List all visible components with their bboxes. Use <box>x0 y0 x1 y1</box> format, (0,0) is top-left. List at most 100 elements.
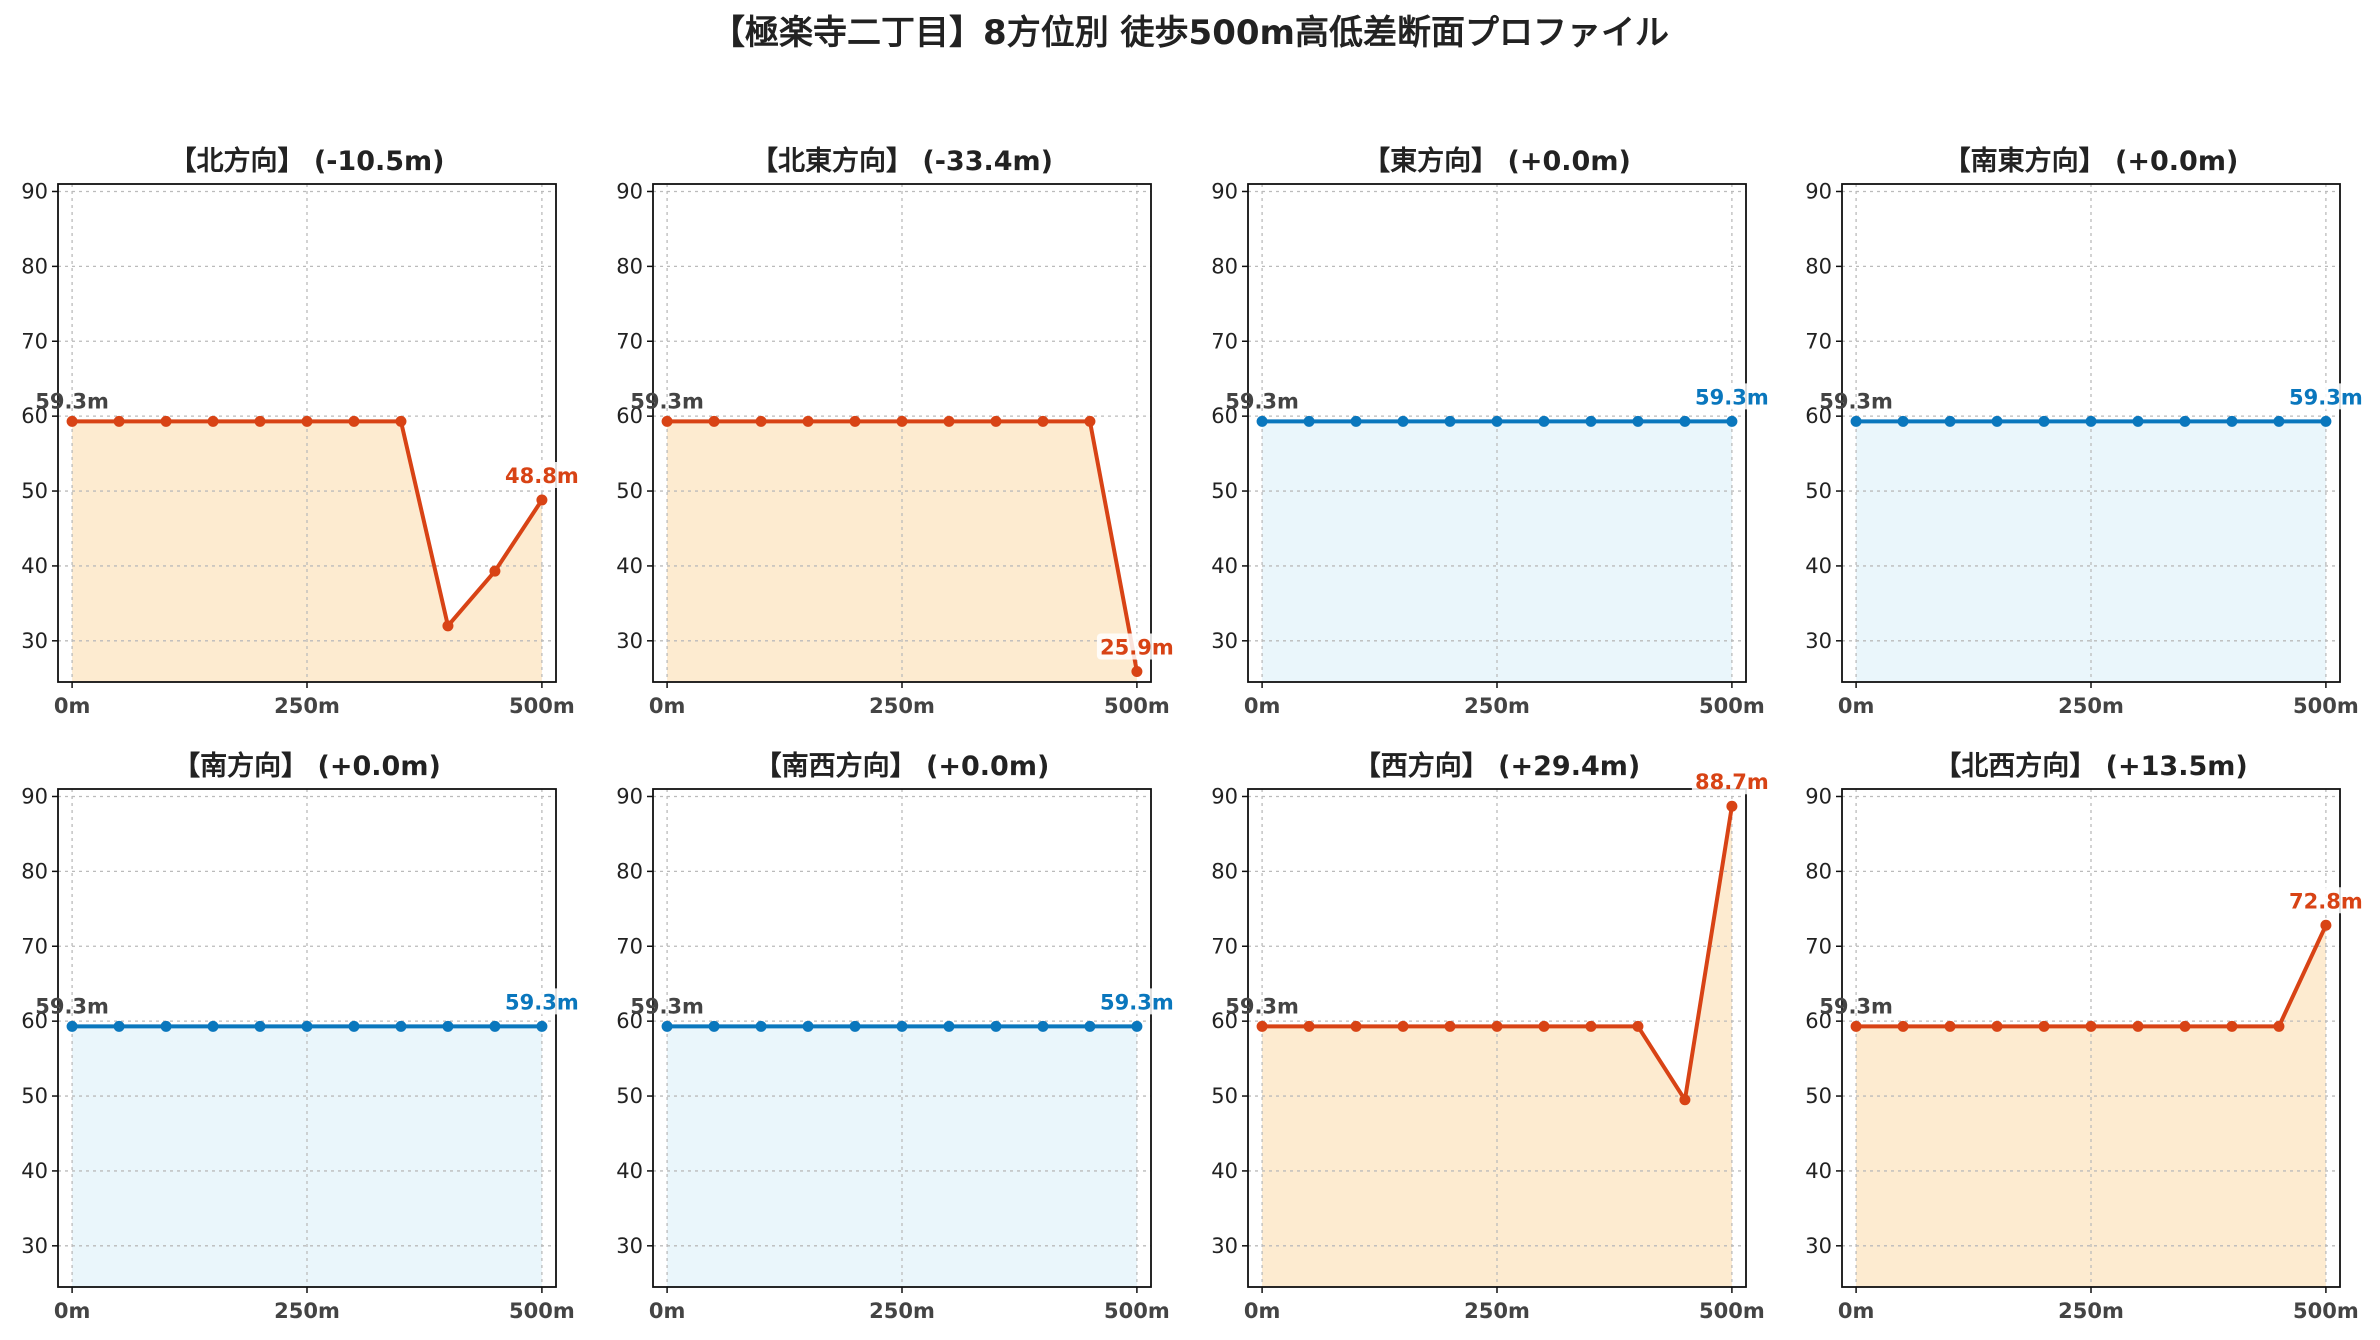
y-tick-label: 70 <box>1211 934 1238 958</box>
y-tick-label: 30 <box>616 1234 643 1258</box>
y-tick-label: 60 <box>1211 1009 1238 1033</box>
x-tick-label: 250m <box>869 1299 935 1323</box>
data-point <box>1679 415 1691 427</box>
data-point <box>2273 415 2285 427</box>
y-tick-label: 40 <box>21 1159 48 1183</box>
y-tick-label: 90 <box>1211 179 1238 203</box>
data-point <box>2320 415 2332 427</box>
x-tick-label: 250m <box>2058 1299 2124 1323</box>
subplot-title: 【北方向】 (-10.5m) <box>169 145 444 177</box>
data-point <box>1991 415 2003 427</box>
y-tick-label: 90 <box>1805 179 1832 203</box>
data-point <box>2226 415 2238 427</box>
y-tick-label: 70 <box>21 329 48 353</box>
data-point <box>2085 415 2097 427</box>
y-tick-label: 60 <box>21 404 48 428</box>
data-point <box>2132 415 2144 427</box>
y-tick-label: 80 <box>21 859 48 883</box>
subplot-7: 【西方向】 (+29.4m) 30 40 50 60 70 80 90 0m 250m 500m 59… <box>1211 750 1772 1323</box>
x-tick-label: 500m <box>1699 694 1765 718</box>
data-point <box>661 1020 673 1032</box>
data-point <box>395 1020 407 1032</box>
subplot-1: 【北方向】 (-10.5m) 30 40 50 60 70 80 90 0m 250m 500m 59… <box>21 145 582 718</box>
data-point <box>2179 1020 2191 1032</box>
x-tick-label: 0m <box>54 1299 91 1323</box>
start-elevation-label: 59.3m <box>35 389 109 413</box>
x-tick-label: 0m <box>1838 694 1875 718</box>
y-tick-label: 50 <box>616 479 643 503</box>
elevation-area <box>1262 806 1732 1287</box>
elevation-area <box>1856 421 2326 682</box>
elevation-area <box>1262 421 1732 682</box>
data-point <box>1538 415 1550 427</box>
data-point <box>1444 1020 1456 1032</box>
data-point <box>849 415 861 427</box>
y-tick-label: 60 <box>616 1009 643 1033</box>
data-point <box>1397 415 1409 427</box>
figure-title: 【極楽寺二丁目】8方位別 徒歩500m高低差断面プロファイル <box>711 13 1669 53</box>
start-elevation-label: 59.3m <box>630 389 704 413</box>
subplot-title: 【南東方向】 (+0.0m) <box>1944 145 2239 177</box>
y-tick-label: 40 <box>1211 1159 1238 1183</box>
x-tick-label: 250m <box>2058 694 2124 718</box>
x-tick-label: 250m <box>869 694 935 718</box>
end-label-backing <box>2285 887 2366 914</box>
x-tick-label: 0m <box>54 694 91 718</box>
data-point <box>943 415 955 427</box>
end-label-backing <box>1096 988 1177 1015</box>
elevation-area <box>72 1026 542 1287</box>
data-point <box>1350 415 1362 427</box>
data-point <box>348 415 360 427</box>
y-tick-label: 60 <box>1805 1009 1832 1033</box>
end-label-backing <box>2285 383 2366 410</box>
data-point <box>207 415 219 427</box>
data-point <box>943 1020 955 1032</box>
data-point <box>2273 1020 2285 1032</box>
data-point <box>1084 415 1096 427</box>
data-point <box>1585 1020 1597 1032</box>
y-tick-label: 50 <box>21 479 48 503</box>
data-point <box>708 415 720 427</box>
y-tick-label: 60 <box>21 1009 48 1033</box>
y-tick-label: 90 <box>21 784 48 808</box>
end-label-backing <box>501 988 582 1015</box>
data-point <box>2320 919 2332 931</box>
end-elevation-label: 59.3m <box>2289 385 2363 409</box>
end-elevation-label: 88.7m <box>1695 770 1769 794</box>
data-point <box>536 494 548 506</box>
data-point <box>1444 415 1456 427</box>
subplot-title: 【南方向】 (+0.0m) <box>173 750 441 782</box>
y-tick-label: 40 <box>1805 554 1832 578</box>
y-tick-label: 50 <box>21 1084 48 1108</box>
y-tick-label: 80 <box>1805 254 1832 278</box>
y-tick-label: 40 <box>1211 554 1238 578</box>
x-tick-label: 250m <box>1464 1299 1530 1323</box>
start-elevation-label: 59.3m <box>1819 994 1893 1018</box>
y-tick-label: 60 <box>1805 404 1832 428</box>
data-point <box>113 415 125 427</box>
elevation-area <box>667 421 1137 682</box>
data-point <box>160 1020 172 1032</box>
data-point <box>1037 415 1049 427</box>
data-point <box>1131 666 1143 678</box>
x-tick-label: 250m <box>274 1299 340 1323</box>
y-tick-label: 90 <box>1805 784 1832 808</box>
data-point <box>1131 1020 1143 1032</box>
data-point <box>207 1020 219 1032</box>
data-point <box>1350 1020 1362 1032</box>
x-tick-label: 500m <box>1104 1299 1170 1323</box>
y-tick-label: 90 <box>21 179 48 203</box>
data-point <box>1726 800 1738 812</box>
x-tick-label: 0m <box>649 694 686 718</box>
data-point <box>661 415 673 427</box>
data-point <box>2038 415 2050 427</box>
start-elevation-label: 59.3m <box>1819 389 1893 413</box>
data-point <box>802 1020 814 1032</box>
start-elevation-label: 59.3m <box>1225 389 1299 413</box>
subplot-title: 【西方向】 (+29.4m) <box>1354 750 1640 782</box>
subplot-2: 【北東方向】 (-33.4m) 30 40 50 60 70 80 90 0m 250m 500m 5… <box>616 145 1177 718</box>
data-point <box>1538 1020 1550 1032</box>
data-point <box>1303 1020 1315 1032</box>
start-elevation-label: 59.3m <box>1225 994 1299 1018</box>
data-point <box>1256 415 1268 427</box>
